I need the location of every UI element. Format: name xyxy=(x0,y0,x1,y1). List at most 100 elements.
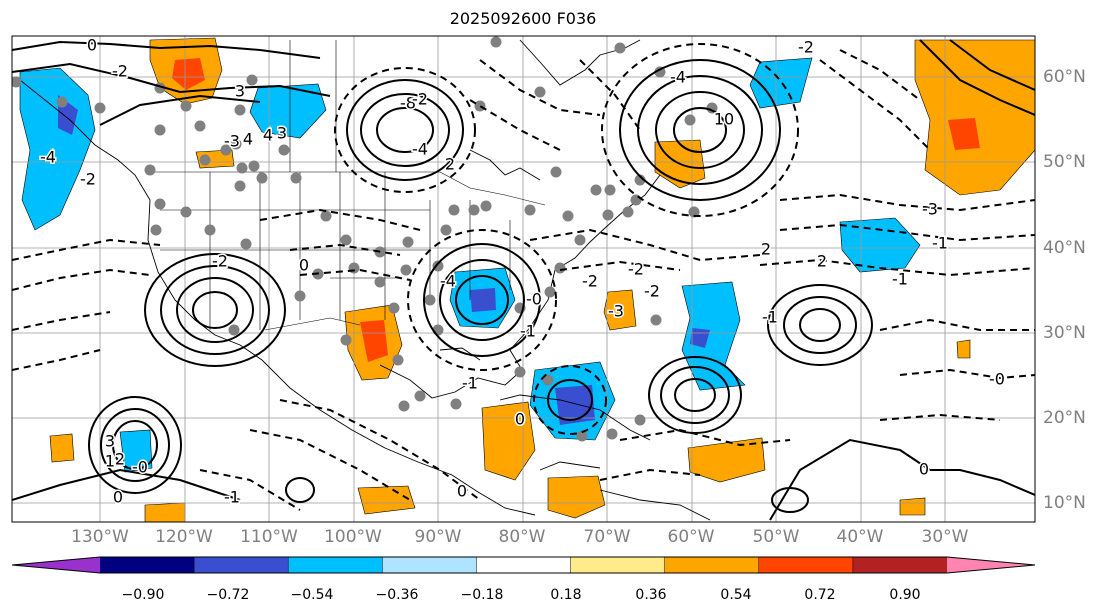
station-dot xyxy=(220,144,232,156)
contour-label: 3 xyxy=(105,432,115,451)
latitude-label: 10°N xyxy=(1043,493,1086,513)
contour-center-southwest xyxy=(144,253,286,367)
station-dot xyxy=(550,166,562,178)
contour-label: -4 xyxy=(412,140,428,159)
station-dot xyxy=(402,236,414,248)
station-dot xyxy=(199,154,211,166)
latitude-label: 20°N xyxy=(1043,408,1086,428)
station-dot xyxy=(606,428,618,440)
negative-core xyxy=(470,288,496,312)
colorbar-tick-label: 0.18 xyxy=(550,587,582,603)
station-dot xyxy=(440,224,452,236)
station-dot xyxy=(228,324,240,336)
coastlines xyxy=(19,39,711,521)
station-dot xyxy=(554,262,566,274)
colorbar-tick-label: −0.54 xyxy=(290,587,334,603)
political-borders xyxy=(150,40,546,331)
positive-region xyxy=(144,502,186,522)
colorbar-segment xyxy=(664,557,760,573)
contour-label: 0 xyxy=(299,256,309,275)
negative-region xyxy=(19,67,96,231)
colorbar-tick-label: −0.18 xyxy=(460,587,504,603)
longitude-label: 80°W xyxy=(498,527,546,547)
contour-center-southeast-us xyxy=(407,229,557,371)
station-dot xyxy=(400,264,412,276)
contour-label: -2 xyxy=(412,90,428,109)
station-dot xyxy=(654,66,666,78)
contour-label: -2 xyxy=(798,38,814,57)
station-dot xyxy=(514,366,526,378)
station-dot xyxy=(542,374,554,386)
contour-label: -3 xyxy=(224,132,240,151)
contour-label: -1 xyxy=(762,308,778,327)
contour-label: -1 xyxy=(462,374,478,393)
longitude-label: 60°W xyxy=(667,527,715,547)
colorbar-segment xyxy=(476,557,572,573)
colorbar-extend-low xyxy=(12,557,100,573)
station-dot xyxy=(490,36,502,48)
contour-label: 10 xyxy=(714,110,734,129)
station-dot xyxy=(468,204,480,216)
station-dot xyxy=(544,286,556,298)
positive-region xyxy=(49,433,75,463)
contour-center-caribbean xyxy=(533,365,607,435)
positive-region xyxy=(956,339,971,359)
negative-region xyxy=(119,429,153,473)
negative-region xyxy=(681,281,746,391)
colorbar-tick-label: −0.36 xyxy=(375,587,419,603)
colorbar-tick-label: 0.36 xyxy=(635,587,667,603)
contour-label: 0 xyxy=(457,482,467,501)
station-dot xyxy=(256,172,268,184)
contour-label: -0 xyxy=(132,458,148,477)
station-dot xyxy=(688,206,700,218)
contour-label: -2 xyxy=(212,252,228,271)
contour-label: 2 xyxy=(445,155,455,174)
contour-label: 0 xyxy=(87,36,97,55)
station-dot xyxy=(534,86,546,98)
latitude-label: 40°N xyxy=(1043,238,1086,258)
longitude-label: 40°W xyxy=(836,527,884,547)
station-dot xyxy=(246,74,258,86)
longitude-label: 50°W xyxy=(752,527,800,547)
positive-core xyxy=(360,320,388,362)
contour-label: -2 xyxy=(628,260,644,279)
contour-label: -0 xyxy=(989,370,1005,389)
colorbar-extend-high xyxy=(947,557,1035,573)
contour-label: 4 xyxy=(263,126,273,145)
station-dot xyxy=(388,302,400,314)
station-dot xyxy=(562,210,574,222)
station-dot xyxy=(398,400,410,412)
station-dot xyxy=(154,124,166,136)
positive-region xyxy=(687,437,766,483)
latitude-label: 30°N xyxy=(1043,323,1086,343)
contour-label: -2 xyxy=(582,272,598,291)
station-dot xyxy=(150,224,162,236)
station-dot xyxy=(604,184,616,196)
station-dot xyxy=(340,334,352,346)
station-dot xyxy=(450,398,462,410)
contour-label: -1 xyxy=(892,270,908,289)
colorbar-outline xyxy=(11,556,1036,574)
contour-label: 2 xyxy=(761,240,771,259)
colorbar-segment xyxy=(570,557,666,573)
station-dot xyxy=(684,114,696,126)
contour-labels: 0-234-3-44 3-8-4-410-2-32-2-2-3-4-1-1-2-2… xyxy=(39,36,1007,508)
colorbar-segment xyxy=(758,557,854,573)
colorbar-segment xyxy=(382,557,477,573)
contour-label: -3 xyxy=(608,302,624,321)
colorbar-segment xyxy=(288,557,383,573)
longitude-label: 100°W xyxy=(324,527,382,547)
station-dot xyxy=(574,234,586,246)
colorbar-tick-label: 0.90 xyxy=(889,587,921,603)
contour-label: -4 xyxy=(670,68,686,87)
contour-label: 0 xyxy=(113,488,123,507)
station-dot xyxy=(320,210,332,222)
station-dot xyxy=(432,260,444,272)
station-dot xyxy=(524,204,536,216)
contour-label: -2 xyxy=(112,62,128,81)
station-dot xyxy=(230,138,242,150)
station-dot xyxy=(634,414,646,426)
longitude-label: 110°W xyxy=(240,527,298,547)
longitude-label: 30°W xyxy=(921,527,969,547)
